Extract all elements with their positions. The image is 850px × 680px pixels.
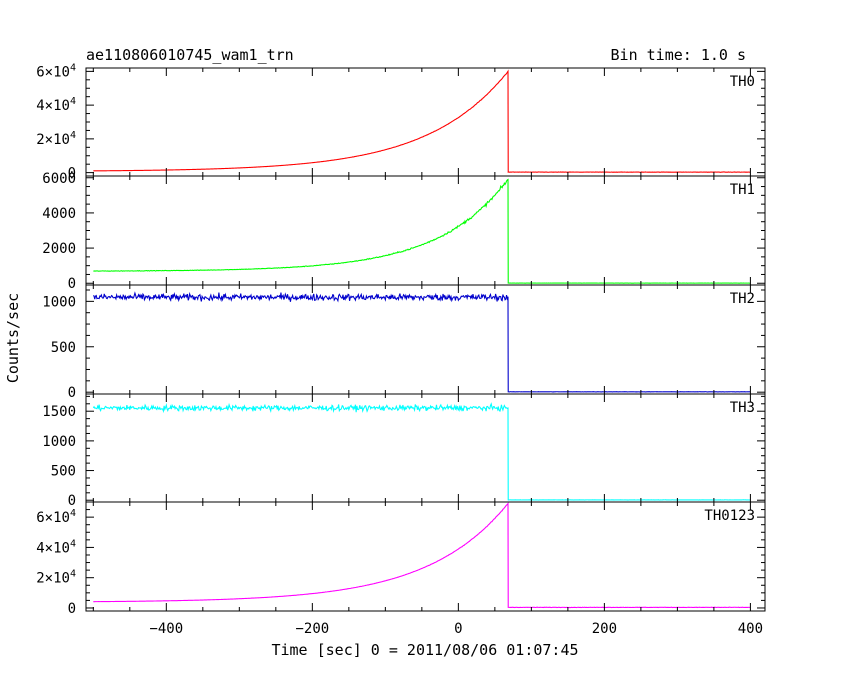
y-tick-label: 500 xyxy=(51,340,76,356)
bin-time-label: Bin time: 1.0 s xyxy=(611,46,746,64)
y-tick-label: 2×104 xyxy=(36,569,76,587)
y-tick-label: 0 xyxy=(68,166,76,182)
y-tick-label: 0 xyxy=(68,601,76,617)
y-tick-label: 1000 xyxy=(42,434,76,450)
panel-th3: 0 500 1000 1500 TH3 xyxy=(42,393,766,509)
panel-th0: 0 2×104 4×104 6×104 TH0 xyxy=(36,62,766,182)
panel-name-label: TH0123 xyxy=(704,508,755,524)
y-tick-label: 0 xyxy=(68,385,76,401)
x-tick-label: 0 xyxy=(454,621,462,637)
panel-th2: 0 500 1000 TH2 xyxy=(42,284,766,401)
y-tick-label: 4000 xyxy=(42,206,76,222)
panel-name-label: TH3 xyxy=(730,400,755,416)
series-line-th3 xyxy=(92,402,751,501)
y-tick-label: 1000 xyxy=(42,294,76,310)
y-tick-label: 1500 xyxy=(42,404,76,420)
panel-name-label: TH2 xyxy=(730,291,755,307)
y-tick-label: 6×104 xyxy=(36,508,76,526)
series-line-th0123 xyxy=(93,501,751,609)
series-line-th0 xyxy=(93,69,751,173)
y-axis-label: Counts/sec xyxy=(4,293,22,383)
x-tick-label: 200 xyxy=(592,621,617,637)
y-tick-label: 6000 xyxy=(42,171,76,187)
x-tick-label: −200 xyxy=(295,621,329,637)
x-tick-label: −400 xyxy=(149,621,183,637)
chart-title: ae110806010745_wam1_trn xyxy=(86,46,294,64)
panel-frame xyxy=(85,67,766,177)
panel-name-label: TH1 xyxy=(730,182,755,198)
x-axis-label: Time [sec] 0 = 2011/08/06 01:07:45 xyxy=(271,641,578,659)
panel-frame xyxy=(85,501,766,612)
y-tick-label: 0 xyxy=(68,276,76,292)
y-tick-label: 2000 xyxy=(42,241,76,257)
panel-frame xyxy=(85,175,766,286)
series-line-th1 xyxy=(93,178,751,284)
series-line-th2 xyxy=(93,291,751,393)
y-tick-label: 2×104 xyxy=(36,130,76,148)
y-tick-label: 500 xyxy=(51,464,76,480)
y-tick-label: 4×104 xyxy=(36,96,76,114)
y-tick-label: 6×104 xyxy=(36,62,76,80)
y-tick-label: 4×104 xyxy=(36,538,76,556)
panel-th0123: 0 2×104 4×104 6×104 TH0123 −400 −200 0 200 400 xyxy=(36,501,766,637)
panel-frame xyxy=(85,393,766,503)
panel-th1: 0 2000 4000 6000 TH1 xyxy=(42,171,766,292)
y-tick-label: 0 xyxy=(68,493,76,509)
x-tick-label: 400 xyxy=(738,621,763,637)
panel-name-label: TH0 xyxy=(730,74,755,90)
panel-frame xyxy=(85,284,766,395)
panels-group: 02×1044×1046×104TH00200040006000TH105001… xyxy=(36,62,766,637)
